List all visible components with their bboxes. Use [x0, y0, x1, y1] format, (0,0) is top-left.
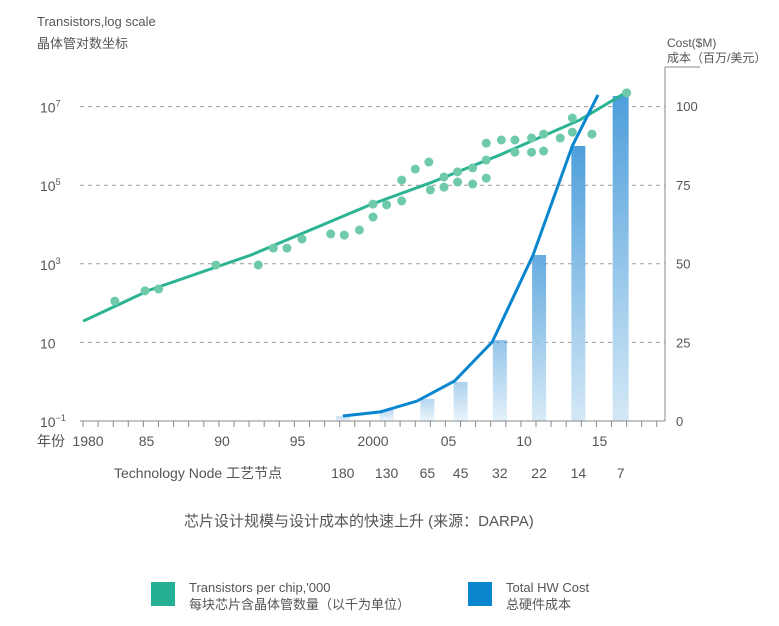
transistor-point: [453, 167, 463, 177]
node-label: 180: [331, 465, 355, 481]
transistor-point: [368, 212, 378, 222]
x-tick-label: 10: [516, 433, 532, 449]
x-tick-label: 2000: [357, 433, 388, 449]
transistor-point: [339, 230, 349, 240]
right-tick-label: 25: [676, 335, 690, 350]
transistor-point: [439, 182, 449, 192]
transistor-point: [382, 200, 392, 210]
right-tick-label: 50: [676, 257, 690, 272]
left-axis-title-en: Transistors,log scale: [37, 14, 156, 29]
transistor-point: [587, 129, 597, 139]
cost-bar: [492, 340, 507, 421]
transistor-point: [496, 135, 506, 145]
transistor-point: [481, 155, 491, 165]
transistor-point: [424, 157, 434, 167]
right-tick-label: 75: [676, 178, 690, 193]
left-axis-title-zh: 晶体管对数坐标: [37, 36, 128, 51]
cost-bar: [453, 381, 468, 421]
legend-label-transistors-en: Transistors per chip,'000: [189, 580, 330, 595]
node-axis-label: Technology Node 工艺节点: [114, 465, 282, 481]
transistor-point: [567, 127, 577, 137]
legend-label-transistors-zh: 每块芯片含晶体管数量（以千为单位）: [189, 597, 410, 612]
transistor-point: [527, 133, 537, 143]
transistor-point: [253, 260, 263, 270]
cost-bar: [420, 398, 435, 421]
legend-swatch-cost: [468, 582, 492, 606]
cost-bar: [571, 146, 586, 421]
transistor-point: [425, 185, 435, 195]
legend-swatch-transistors: [151, 582, 175, 606]
node-label: 130: [375, 465, 399, 481]
transistor-point: [397, 196, 407, 206]
transistor-point: [439, 172, 449, 182]
transistor-point: [354, 225, 364, 235]
transistor-point: [268, 243, 278, 253]
transistor-point: [481, 138, 491, 148]
x-axis-prefix: 年份: [37, 433, 65, 449]
transistor-point: [368, 199, 378, 209]
x-tick-label: 95: [290, 433, 306, 449]
transistor-point: [326, 229, 336, 239]
transistor-point: [154, 284, 164, 294]
cost-bar: [335, 416, 350, 421]
transistor-point: [211, 260, 221, 270]
transistor-point: [539, 146, 549, 156]
transistor-point: [567, 113, 577, 123]
legend-label-cost-en: Total HW Cost: [506, 580, 589, 595]
x-tick-label: 05: [441, 433, 457, 449]
cost-bar: [532, 254, 547, 421]
node-label: 45: [453, 465, 469, 481]
right-tick-label: 100: [676, 99, 698, 114]
cost-line: [342, 94, 600, 418]
left-tick-label: 107: [40, 99, 61, 116]
left-tick-label: 10: [40, 335, 56, 351]
right-axis-title-en: Cost($M): [667, 36, 716, 50]
right-axis-title-zh: 成本（百万/美元）: [667, 51, 766, 65]
x-tick-label: 1980: [72, 433, 103, 449]
left-tick-label: 105: [40, 177, 61, 194]
transistor-point: [539, 129, 549, 139]
transistor-point: [510, 147, 520, 157]
transistor-point: [397, 175, 407, 185]
transistor-point: [468, 179, 478, 189]
transistor-point: [410, 164, 420, 174]
legend-label-cost-zh: 总硬件成本: [506, 597, 571, 612]
transistor-point: [453, 177, 463, 187]
transistor-point: [622, 88, 632, 98]
transistor-point: [527, 147, 537, 157]
transistor-point: [555, 133, 565, 143]
transistor-point: [481, 173, 491, 183]
node-label: 7: [617, 465, 625, 481]
x-tick-label: 90: [214, 433, 230, 449]
x-tick-label: 85: [139, 433, 155, 449]
node-label: 65: [420, 465, 436, 481]
transistor-trend-line: [82, 90, 628, 323]
cost-bar: [379, 409, 394, 421]
right-tick-label: 0: [676, 414, 683, 429]
transistor-point: [297, 234, 307, 244]
chart-title: 芯片设计规模与设计成本的快速上升 (来源：DARPA): [184, 513, 534, 530]
x-tick-label: 15: [592, 433, 608, 449]
left-tick-label: 10−1: [40, 413, 66, 430]
node-label: 14: [571, 465, 587, 481]
node-label: 22: [531, 465, 547, 481]
transistor-point: [140, 286, 150, 296]
cost-bar: [612, 95, 629, 422]
transistor-point: [468, 163, 478, 173]
left-tick-label: 103: [40, 256, 61, 273]
transistor-point: [510, 135, 520, 145]
node-label: 32: [492, 465, 508, 481]
transistor-point: [282, 243, 292, 253]
transistor-point: [110, 296, 120, 306]
